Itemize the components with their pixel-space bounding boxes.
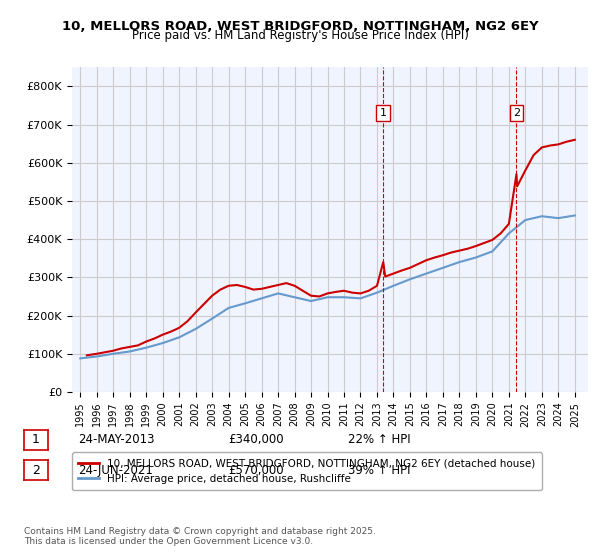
- Text: £570,000: £570,000: [228, 464, 284, 477]
- Text: £340,000: £340,000: [228, 433, 284, 446]
- Text: 22% ↑ HPI: 22% ↑ HPI: [348, 433, 410, 446]
- Legend: 10, MELLORS ROAD, WEST BRIDGFORD, NOTTINGHAM, NG2 6EY (detached house), HPI: Ave: 10, MELLORS ROAD, WEST BRIDGFORD, NOTTIN…: [72, 452, 542, 490]
- Text: 10, MELLORS ROAD, WEST BRIDGFORD, NOTTINGHAM, NG2 6EY: 10, MELLORS ROAD, WEST BRIDGFORD, NOTTIN…: [62, 20, 538, 32]
- Text: 2: 2: [32, 464, 40, 477]
- Text: Contains HM Land Registry data © Crown copyright and database right 2025.
This d: Contains HM Land Registry data © Crown c…: [24, 526, 376, 546]
- Text: Price paid vs. HM Land Registry's House Price Index (HPI): Price paid vs. HM Land Registry's House …: [131, 29, 469, 42]
- Text: 24-MAY-2013: 24-MAY-2013: [78, 433, 155, 446]
- Text: 2: 2: [513, 108, 520, 118]
- Text: 1: 1: [380, 108, 387, 118]
- Text: 24-JUN-2021: 24-JUN-2021: [78, 464, 153, 477]
- Text: 1: 1: [32, 433, 40, 446]
- Text: 39% ↑ HPI: 39% ↑ HPI: [348, 464, 410, 477]
